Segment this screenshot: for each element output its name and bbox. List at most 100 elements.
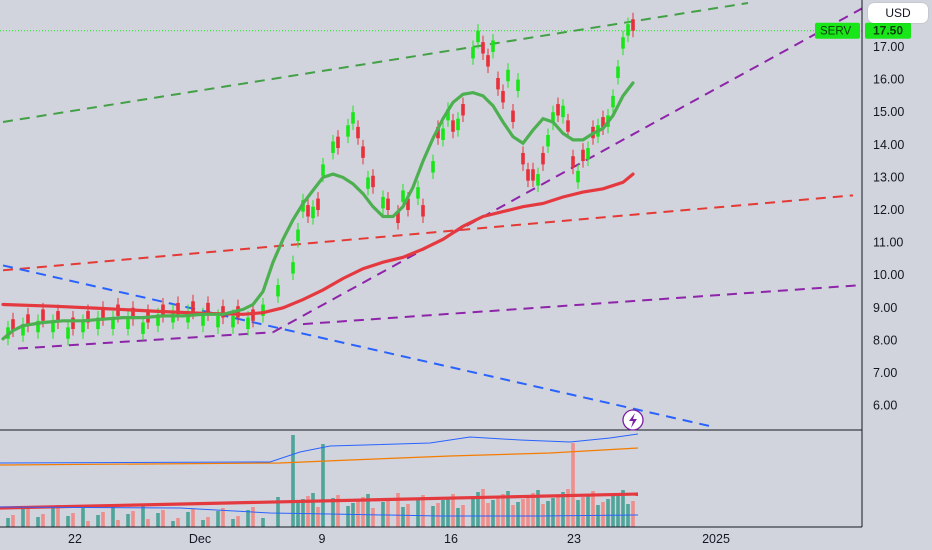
y-tick-label: 16.00 — [873, 73, 904, 87]
candle-body-up — [311, 206, 315, 219]
x-tick-label: 22 — [68, 532, 82, 546]
candle-body-up — [536, 174, 540, 186]
candle-body-up — [431, 161, 435, 173]
y-tick-label: 7.00 — [873, 366, 897, 380]
volume-indicator-pane — [0, 429, 862, 527]
volume-bar-up — [141, 505, 145, 527]
candle-body-up — [516, 79, 520, 92]
candle-body-down — [406, 198, 410, 210]
volume-bar-up — [551, 498, 555, 527]
volume-bar-down — [631, 501, 635, 527]
candlestick-layer — [6, 12, 635, 346]
candle-body-up — [66, 327, 70, 339]
volume-bar-up — [261, 518, 265, 527]
volume-bar-down — [481, 489, 485, 527]
volume-bar-down — [486, 503, 490, 527]
candle-body-down — [306, 205, 310, 217]
volume-bar-up — [576, 500, 580, 527]
candle-body-down — [511, 110, 515, 122]
volume-bar-up — [21, 509, 25, 527]
volume-bar-down — [236, 516, 240, 527]
x-tick-label: 2025 — [702, 532, 730, 546]
candle-body-down — [336, 136, 340, 149]
x-tick-label: 16 — [444, 532, 458, 546]
candle-body-down — [316, 198, 320, 210]
trendline-layer[interactable] — [2, 2, 863, 428]
y-tick-label: 15.00 — [873, 105, 904, 119]
candle-body-up — [561, 105, 565, 118]
trendline-blue-5[interactable] — [2, 264, 714, 428]
volume-bar-down — [251, 507, 255, 527]
volume-bar-down — [386, 499, 390, 527]
last-price-badge — [865, 22, 911, 39]
volume-bar-down — [451, 494, 455, 527]
candle-body-down — [11, 319, 15, 331]
lightning-icon[interactable] — [629, 413, 637, 428]
volume-bar-up — [351, 503, 355, 527]
volume-bar-up — [321, 444, 325, 527]
candle-body-up — [576, 170, 580, 183]
candle-body-up — [456, 118, 460, 131]
candle-body-down — [56, 311, 60, 323]
currency-button[interactable]: USD — [868, 3, 928, 23]
volume-bar-down — [566, 489, 570, 527]
trendline-red-1[interactable] — [2, 194, 854, 272]
volume-bar-up — [301, 499, 305, 527]
candle-body-up — [476, 30, 480, 43]
trendline-purple-2[interactable] — [17, 331, 274, 350]
candle-body-up — [291, 262, 295, 274]
candle-body-down — [461, 104, 465, 116]
volume-bar-up — [296, 502, 300, 527]
volume-bar-down — [601, 502, 605, 527]
volume-bar-up — [96, 515, 100, 527]
candle-body-up — [276, 284, 280, 297]
candle-body-up — [626, 24, 630, 36]
volume-bar-down — [371, 508, 375, 527]
candle-body-down — [631, 19, 635, 31]
volume-bar-up — [561, 492, 565, 527]
y-tick-label: 6.00 — [873, 399, 897, 413]
candle-body-down — [521, 152, 525, 165]
y-tick-label: 13.00 — [873, 170, 904, 184]
candle-body-down — [86, 311, 90, 323]
y-tick-label: 17.00 — [873, 40, 904, 54]
candle-body-up — [296, 229, 300, 241]
candle-body-up — [621, 37, 625, 49]
candle-body-down — [191, 301, 195, 313]
candle-body-up — [126, 317, 130, 329]
volume-bar-up — [506, 491, 510, 527]
trendline-purple-4[interactable] — [302, 284, 863, 326]
y-tick-label: 8.00 — [873, 333, 897, 347]
volume-bar-up — [156, 513, 160, 527]
candle-body-down — [451, 120, 455, 132]
last-price-label: 17.50 — [873, 24, 903, 38]
candle-body-up — [261, 304, 265, 316]
trendline-purple-3[interactable] — [272, 7, 863, 334]
volume-bar-down — [86, 521, 90, 527]
candle-body-up — [441, 128, 445, 140]
volume-bar-down — [116, 520, 120, 527]
candle-body-up — [351, 112, 355, 124]
volume-bar-up — [586, 494, 590, 527]
candle-body-down — [206, 302, 210, 315]
volume-bar-up — [471, 499, 475, 527]
candle-body-down — [581, 149, 585, 162]
candle-body-down — [531, 169, 535, 181]
volume-bar-up — [126, 514, 130, 527]
candle-body-up — [611, 95, 615, 108]
volume-bar-up — [491, 500, 495, 527]
volume-bar-up — [401, 507, 405, 527]
volume-bar-down — [71, 513, 75, 527]
trendline-green-0[interactable] — [2, 2, 749, 123]
candle-body-down — [396, 211, 400, 224]
volume-bar-up — [446, 497, 450, 527]
volume-bar-up — [456, 508, 460, 527]
axes-layer: 6.00 7.00 8.00 9.00 10.00 11.00 12.00 13.00 14.0… — [0, 0, 911, 546]
volume-bar-down — [526, 496, 530, 527]
candle-body-down — [526, 169, 530, 181]
ema-fast-line — [1, 81, 635, 341]
moving-average-layer — [1, 81, 635, 341]
candle-body-down — [571, 156, 575, 168]
volume-bar-down — [131, 511, 135, 527]
